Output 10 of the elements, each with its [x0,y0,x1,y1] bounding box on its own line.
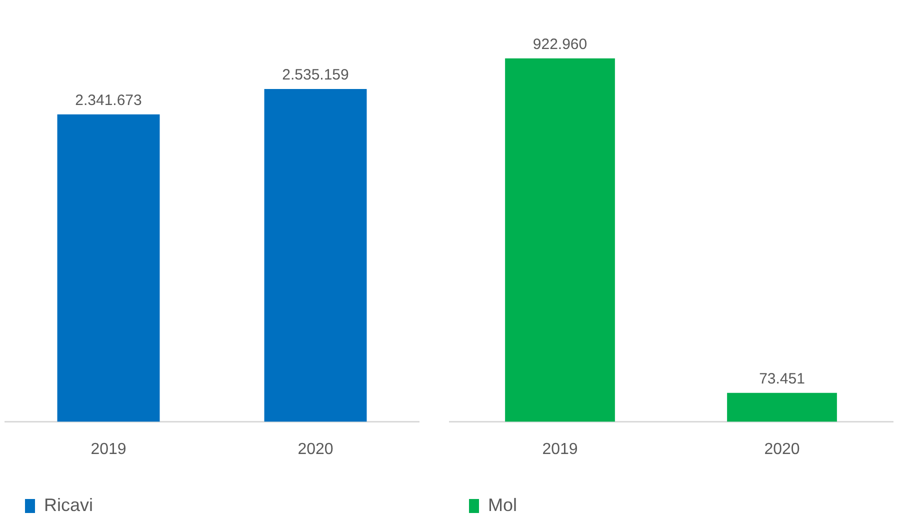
data-label: 922.960 [532,36,588,53]
legend-label: Mol [488,494,518,515]
x-tick-label: 2020 [764,440,800,458]
data-label: 2.535.159 [282,66,349,84]
x-tick-label: 2020 [298,440,334,458]
data-label: 2.341.673 [75,92,142,110]
x-tick-label: 2019 [90,440,126,458]
x-tick-label: 2019 [542,440,578,458]
data-label: 73.451 [759,370,805,388]
legend-label: Ricavi [44,494,94,515]
